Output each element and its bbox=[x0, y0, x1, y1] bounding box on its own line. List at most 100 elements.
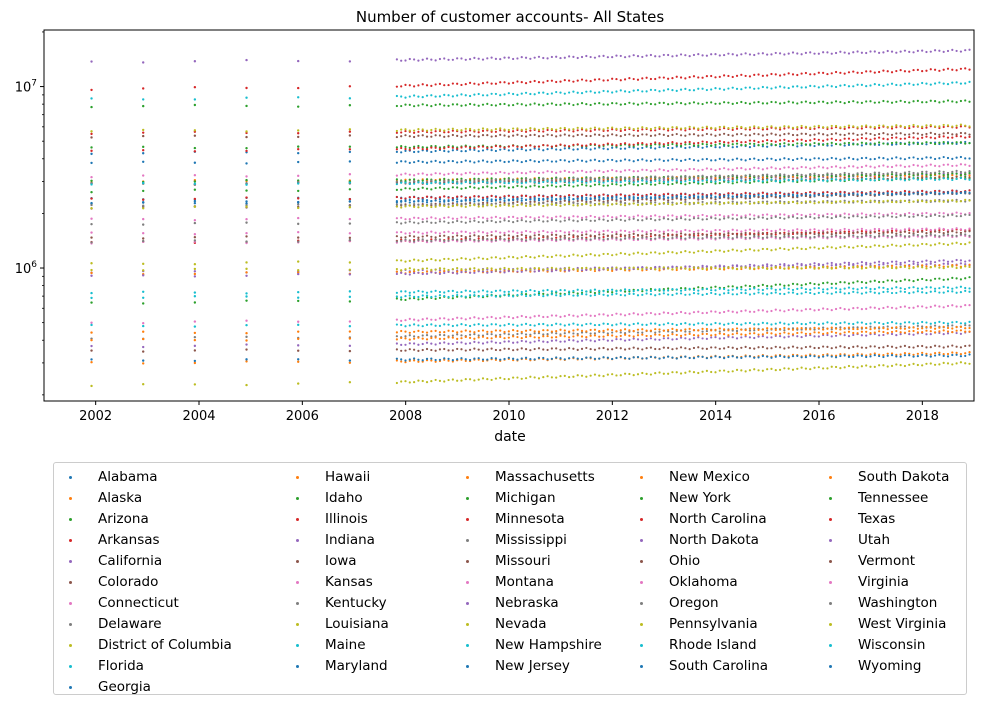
data-point bbox=[572, 148, 575, 151]
data-point bbox=[865, 246, 868, 249]
data-point bbox=[830, 335, 833, 338]
data-point bbox=[460, 93, 463, 96]
data-point bbox=[443, 334, 446, 337]
data-point bbox=[774, 288, 777, 292]
data-point bbox=[774, 144, 777, 147]
data-point bbox=[856, 327, 859, 331]
data-point bbox=[834, 334, 838, 337]
data-point bbox=[959, 82, 963, 85]
data-point bbox=[912, 333, 915, 336]
data-point bbox=[421, 186, 424, 189]
data-point bbox=[744, 284, 747, 287]
data-point bbox=[520, 233, 523, 236]
data-point bbox=[611, 254, 614, 257]
data-point bbox=[512, 317, 515, 320]
data-point bbox=[297, 59, 300, 63]
data-point bbox=[830, 192, 833, 195]
data-point bbox=[460, 295, 463, 298]
data-point bbox=[404, 361, 407, 364]
data-point bbox=[766, 128, 769, 131]
data-point bbox=[908, 82, 911, 85]
data-point bbox=[546, 332, 549, 336]
data-point bbox=[723, 158, 726, 161]
data-point bbox=[727, 329, 730, 332]
data-point bbox=[447, 150, 450, 153]
data-point bbox=[942, 232, 945, 235]
data-point bbox=[890, 279, 894, 282]
data-point bbox=[783, 326, 786, 330]
data-point bbox=[852, 157, 855, 161]
data-point bbox=[546, 133, 549, 136]
data-point bbox=[619, 252, 622, 255]
data-point bbox=[438, 331, 442, 334]
data-point bbox=[408, 201, 411, 204]
data-point bbox=[516, 237, 519, 240]
data-point bbox=[731, 140, 734, 143]
data-point bbox=[481, 186, 485, 189]
data-point bbox=[826, 84, 829, 87]
data-point bbox=[434, 205, 437, 208]
data-point bbox=[938, 242, 941, 245]
data-point bbox=[563, 56, 566, 59]
data-point bbox=[499, 94, 502, 97]
data-point bbox=[563, 332, 566, 335]
data-point bbox=[800, 335, 803, 339]
data-point bbox=[142, 152, 145, 155]
data-point bbox=[856, 177, 859, 180]
data-point bbox=[623, 142, 627, 145]
data-point bbox=[744, 201, 747, 204]
data-point bbox=[817, 86, 820, 89]
data-point bbox=[675, 233, 678, 236]
data-point bbox=[899, 157, 902, 160]
data-point bbox=[348, 160, 352, 163]
data-point bbox=[946, 352, 950, 356]
data-point bbox=[193, 150, 197, 153]
data-point bbox=[542, 149, 545, 152]
data-point bbox=[684, 288, 687, 292]
series-points bbox=[90, 351, 971, 365]
data-point bbox=[873, 200, 876, 203]
data-point bbox=[559, 129, 562, 133]
data-point bbox=[822, 247, 825, 250]
data-point bbox=[572, 229, 575, 232]
data-point bbox=[443, 104, 446, 107]
data-point bbox=[542, 91, 545, 94]
data-point bbox=[619, 142, 622, 146]
data-point bbox=[507, 104, 510, 107]
data-point bbox=[684, 237, 687, 240]
data-point bbox=[568, 237, 571, 240]
data-point bbox=[460, 238, 463, 241]
data-point bbox=[490, 333, 493, 336]
data-point bbox=[623, 294, 627, 297]
data-point bbox=[632, 252, 635, 255]
data-point bbox=[499, 333, 502, 336]
data-point bbox=[921, 235, 924, 238]
data-point bbox=[589, 229, 592, 232]
data-point bbox=[395, 235, 398, 238]
data-point bbox=[658, 293, 661, 296]
data-point bbox=[938, 291, 941, 294]
data-point bbox=[434, 297, 437, 301]
data-point bbox=[425, 296, 429, 299]
data-point bbox=[512, 186, 515, 189]
data-point bbox=[593, 143, 597, 146]
data-point bbox=[585, 90, 588, 93]
data-point bbox=[791, 51, 795, 54]
data-point bbox=[860, 136, 863, 140]
data-point bbox=[761, 178, 764, 181]
data-point bbox=[903, 352, 907, 355]
data-point bbox=[580, 197, 584, 201]
data-point bbox=[946, 286, 950, 289]
data-point bbox=[718, 142, 721, 145]
data-point bbox=[499, 201, 502, 204]
data-point bbox=[804, 283, 808, 286]
data-point bbox=[671, 158, 674, 161]
data-point bbox=[899, 333, 902, 336]
data-point bbox=[955, 175, 958, 178]
data-point bbox=[593, 147, 597, 150]
data-point bbox=[951, 189, 954, 192]
data-point bbox=[400, 239, 403, 242]
data-point bbox=[964, 200, 967, 203]
data-point bbox=[865, 85, 868, 88]
data-point bbox=[912, 136, 915, 139]
